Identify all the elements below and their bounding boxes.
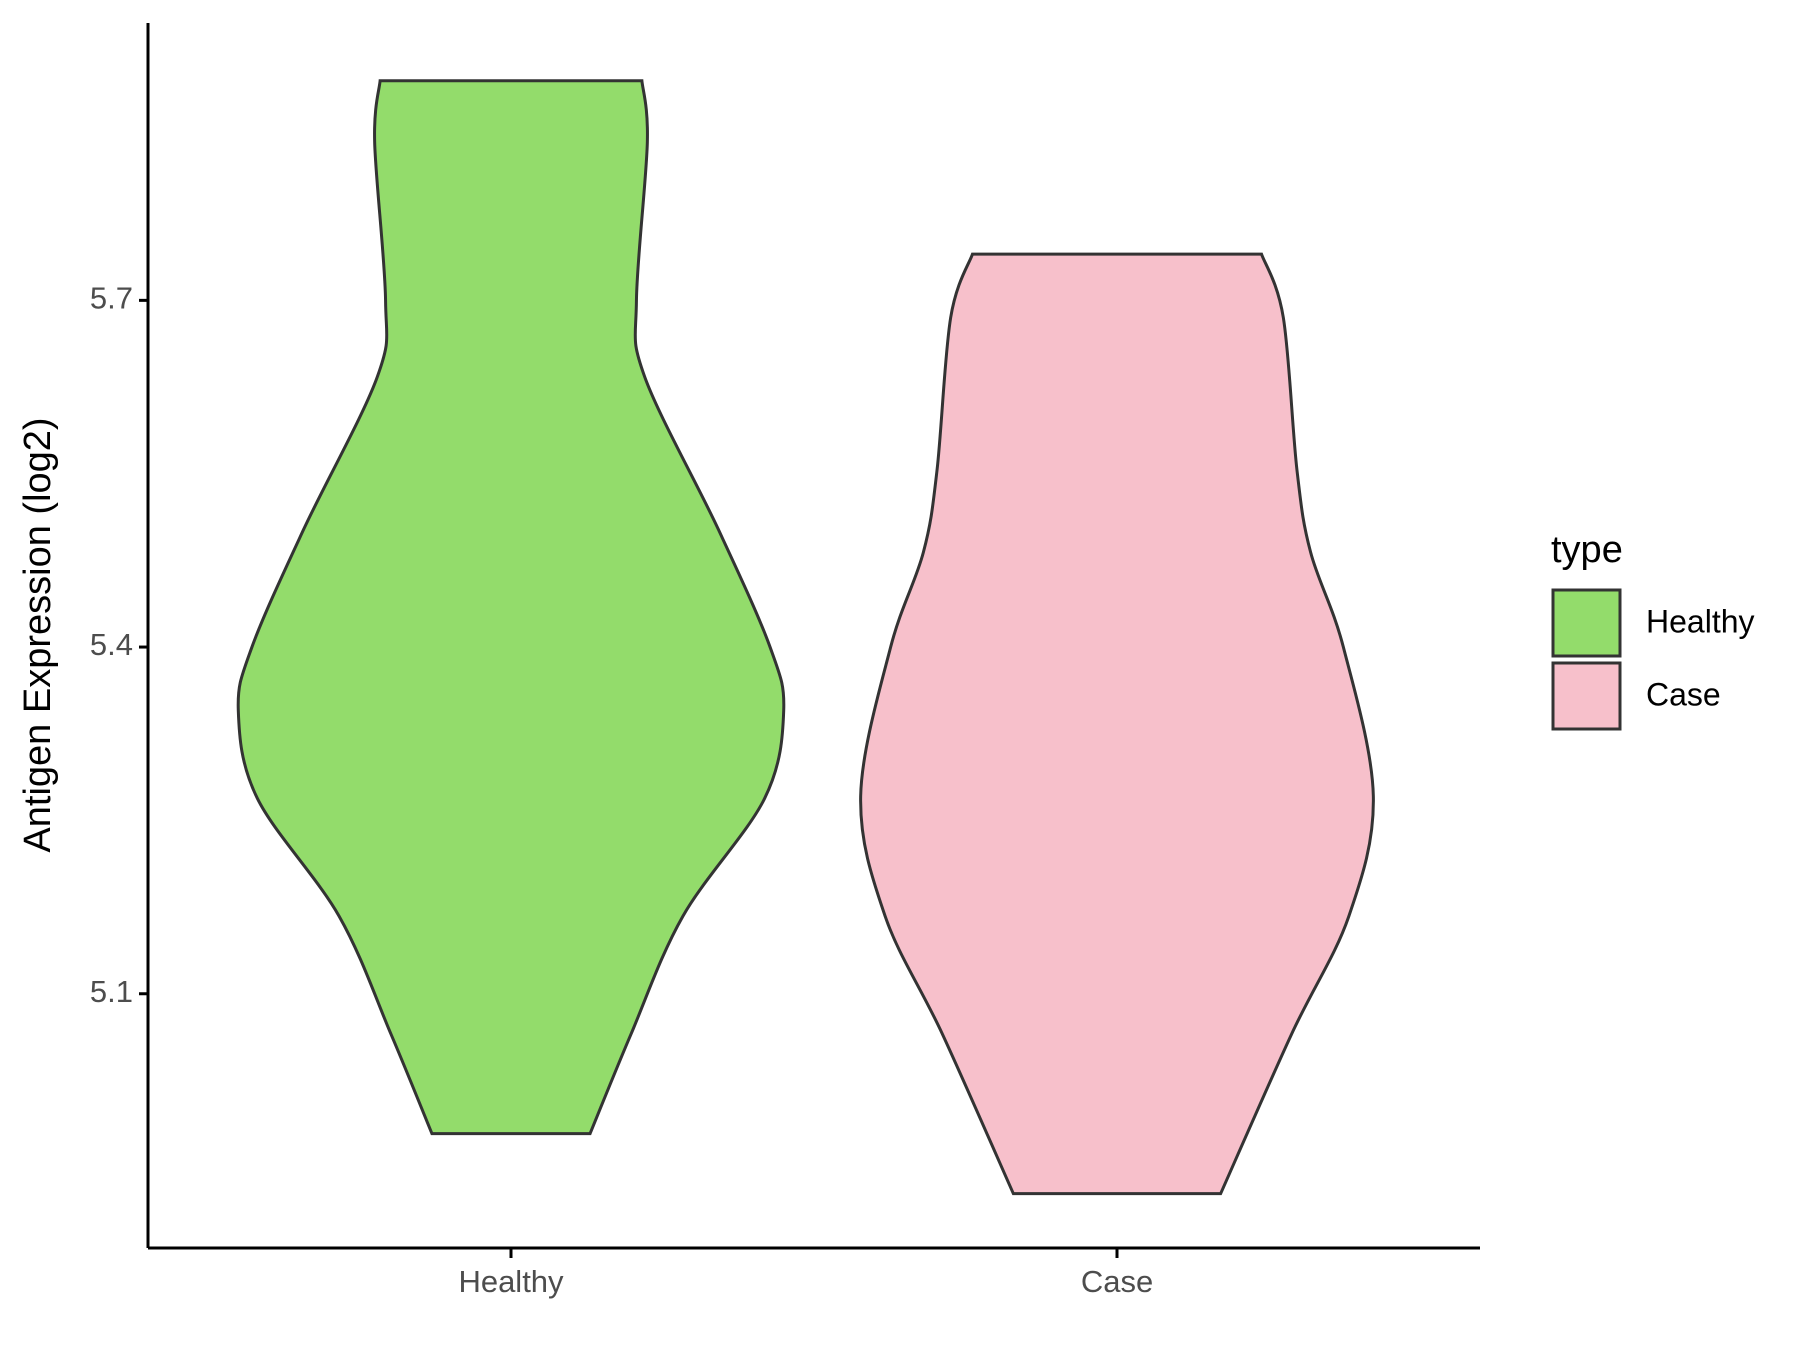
legend-swatch — [1551, 661, 1622, 731]
y-axis-label: Antigen Expression (log2) — [17, 417, 59, 852]
y-tick-label: 5.1 — [90, 974, 133, 1009]
y-tick-label: 5.4 — [90, 627, 133, 662]
x-tick-label: Healthy — [458, 1264, 564, 1299]
legend-label: Case — [1646, 676, 1721, 712]
violin — [236, 79, 786, 1136]
legend-swatch — [1551, 588, 1622, 658]
legend-label: Healthy — [1646, 603, 1755, 639]
x-tick-label: Case — [1081, 1264, 1153, 1299]
y-tick-label: 5.7 — [90, 281, 133, 316]
violin — [859, 252, 1375, 1196]
legend-title: type — [1551, 529, 1623, 571]
